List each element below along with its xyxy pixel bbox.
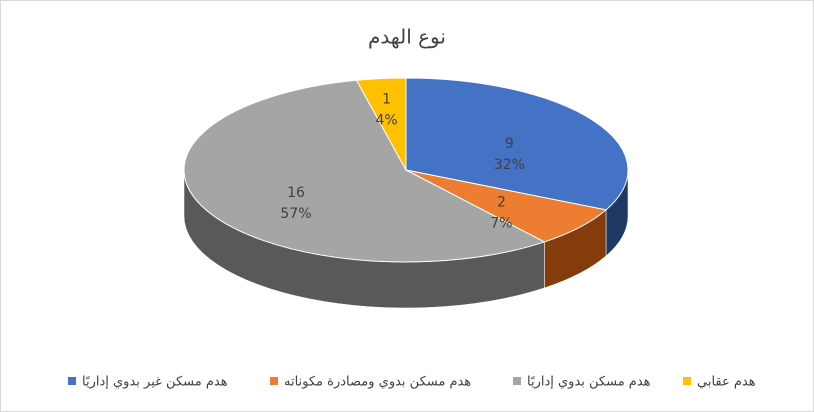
legend-swatch — [513, 377, 521, 385]
data-label: 9 — [505, 136, 514, 152]
data-label: 16 — [287, 185, 305, 201]
legend-swatch — [270, 377, 278, 385]
data-label-percent: 7% — [490, 216, 512, 232]
slice — [405, 169, 608, 243]
slice — [355, 77, 407, 171]
data-label: 2 — [497, 195, 506, 211]
slice — [405, 77, 629, 211]
data-label: 1 — [382, 92, 391, 108]
legend-label: هدم عقابي — [697, 375, 756, 390]
data-label-percent: 4% — [376, 113, 398, 129]
data-label-percent: 32% — [494, 157, 525, 173]
chart-title: نوع الهدم — [368, 25, 446, 49]
legend-swatch — [683, 377, 691, 385]
slice — [183, 79, 546, 263]
legend-swatch — [68, 377, 76, 385]
data-label-percent: 57% — [280, 206, 311, 222]
legend-label: هدم مسكن غير بدوي إداريًا — [82, 375, 228, 390]
legend-label: هدم مسكن بدوي ومصادرة مكوناته — [284, 375, 471, 390]
legend-label: هدم مسكن بدوي إداريًا — [527, 375, 651, 390]
